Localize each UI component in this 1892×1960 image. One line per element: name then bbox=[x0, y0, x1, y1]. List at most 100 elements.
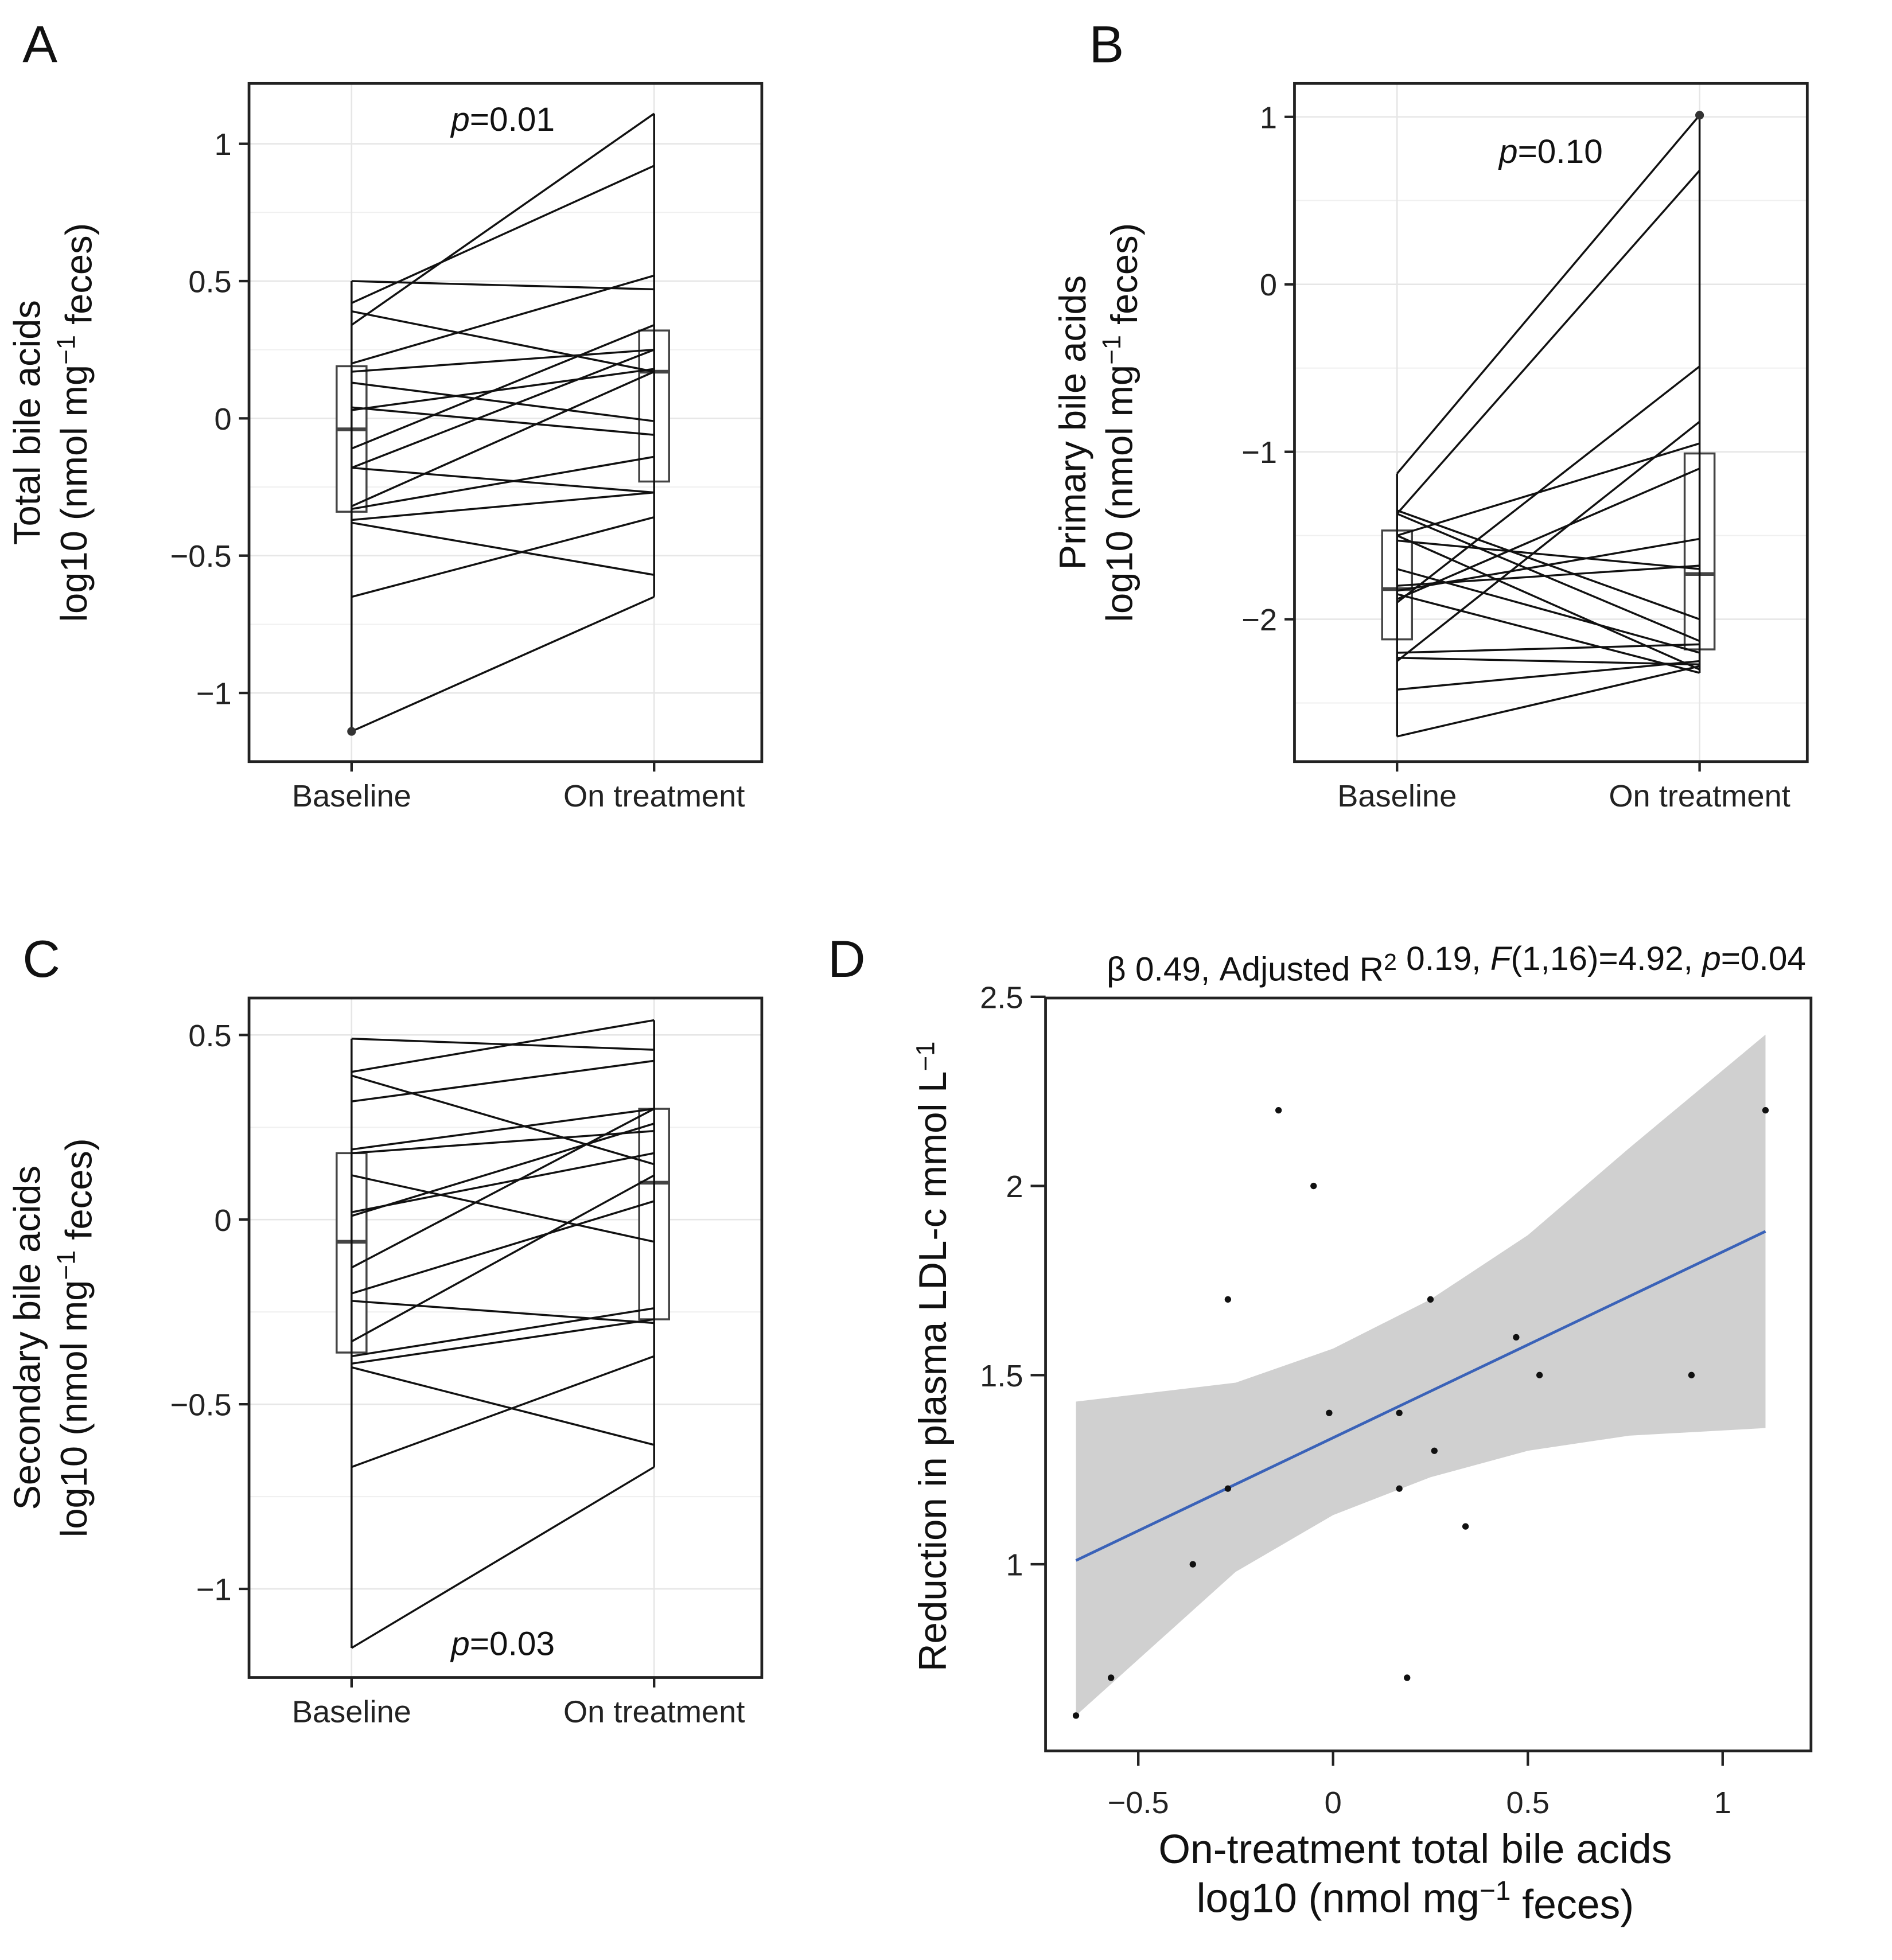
y-axis-label-line2-end: feces) bbox=[58, 223, 100, 335]
subject-paired-line bbox=[351, 1366, 655, 1446]
subject-paired-line bbox=[1396, 665, 1700, 738]
p-value-text: =0.10 bbox=[1518, 133, 1603, 170]
x-tick-label-on-treatment: On treatment bbox=[1609, 779, 1790, 813]
y-tick-label: 0.5 bbox=[188, 1019, 231, 1053]
subject-paired-line bbox=[1396, 420, 1700, 662]
data-point bbox=[1108, 1674, 1115, 1681]
y-tick-label: 1 bbox=[1260, 100, 1277, 135]
x-axis-label-line1: On-treatment total bile acids bbox=[1158, 1826, 1672, 1872]
x-tick-label: 0.5 bbox=[1506, 1786, 1550, 1820]
data-point bbox=[1072, 1712, 1080, 1719]
subject-paired-line bbox=[351, 1074, 655, 1166]
subject-paired-line bbox=[351, 1152, 655, 1214]
y-axis-label-line2-end: feces) bbox=[58, 1138, 100, 1250]
y-tick-label: −1 bbox=[196, 1573, 232, 1607]
confidence-band bbox=[1076, 1034, 1766, 1716]
y-tick-label: 0 bbox=[215, 1203, 232, 1238]
p-value-text: =0.03 bbox=[470, 1625, 555, 1662]
subject-paired-line bbox=[351, 406, 655, 436]
panel-letter-b: B bbox=[1089, 15, 1124, 73]
subject-paired-line bbox=[351, 381, 655, 422]
subject-paired-line bbox=[351, 280, 655, 291]
subject-paired-line bbox=[351, 1318, 655, 1365]
subject-paired-line bbox=[351, 491, 655, 521]
y-axis-label: Secondary bile acids log10 (nmol mg−1 fec… bbox=[6, 1138, 100, 1537]
panel-a-total-bile-acids: −1 −0.5 0 0.5 1 Baseline On treatment p=0.01 Tot… bbox=[6, 81, 764, 813]
subject-paired-line bbox=[351, 1059, 655, 1102]
y-tick-label: −1 bbox=[196, 677, 232, 711]
x-axis-label: On-treatment total bile acids log10 (nmol… bbox=[1158, 1826, 1672, 1928]
p-value-italic-p: p bbox=[1498, 133, 1518, 170]
subject-paired-line bbox=[351, 1038, 655, 1051]
subject-paired-line bbox=[1396, 513, 1700, 642]
subject-paired-line bbox=[351, 310, 655, 373]
y-axis-label: Reduction in plasma LDL-c mmol L−1 bbox=[910, 1042, 955, 1671]
subject-paired-line bbox=[351, 1108, 655, 1151]
y-axis-label-line2: log10 (nmol mg bbox=[1098, 365, 1140, 622]
subject-paired-line bbox=[1396, 593, 1700, 674]
subject-paired-line bbox=[351, 1307, 655, 1358]
subject-paired-line bbox=[351, 1200, 655, 1295]
regression-stats-title: β 0.49, Adjusted R2 0.19, F(1,16)=4.92, … bbox=[1107, 940, 1806, 988]
plot-frame bbox=[247, 996, 764, 1679]
outlier-point bbox=[347, 727, 356, 736]
data-point bbox=[1404, 1674, 1411, 1681]
data-point bbox=[1396, 1409, 1403, 1416]
subject-paired-line bbox=[351, 371, 655, 508]
panel-letter-a: A bbox=[22, 15, 57, 73]
subject-paired-line bbox=[351, 1300, 655, 1324]
title-part: F bbox=[1490, 940, 1513, 977]
panel-d-ldl-regression: −0.5 0 0.5 111.522.5β 0.49, Adjusted R2 0.1… bbox=[910, 940, 1813, 1928]
y-axis-label-line1: Secondary bile acids bbox=[6, 1166, 48, 1510]
y-tick-label: −0.5 bbox=[170, 1388, 232, 1423]
subject-paired-line bbox=[1397, 643, 1700, 654]
panel-letter-d: D bbox=[828, 930, 866, 988]
data-point bbox=[1189, 1561, 1196, 1568]
y-axis-label-superscript: −1 bbox=[910, 1042, 940, 1071]
y-axis-label: Primary bile acids log10 (nmol mg−1 feces… bbox=[1052, 223, 1145, 622]
data-point bbox=[1310, 1182, 1317, 1190]
y-tick-label: 0.5 bbox=[188, 265, 231, 299]
y-axis-label-line1: Total bile acids bbox=[6, 300, 48, 545]
plot-background bbox=[1294, 83, 1808, 762]
p-value-annotation: p=0.10 bbox=[1498, 133, 1603, 170]
subject-paired-line bbox=[1396, 535, 1700, 671]
subject-paired-line bbox=[1396, 442, 1700, 537]
subject-paired-line bbox=[351, 595, 655, 732]
title-part: 0.19, bbox=[1397, 940, 1490, 977]
p-value-text: =0.01 bbox=[470, 101, 555, 138]
plot-frame bbox=[1293, 81, 1809, 763]
title-part: =0.04 bbox=[1721, 940, 1806, 977]
subject-paired-line bbox=[1396, 365, 1700, 603]
plot-background bbox=[249, 997, 762, 1678]
y-axis-label-line2: log10 (nmol mg bbox=[53, 1280, 95, 1538]
subject-paired-line bbox=[351, 1108, 655, 1269]
y-axis-label-line1: Primary bile acids bbox=[1052, 275, 1093, 570]
subject-paired-line bbox=[351, 368, 655, 411]
y-tick-label: −2 bbox=[1241, 603, 1277, 637]
subject-paired-line bbox=[351, 349, 655, 469]
subject-paired-line bbox=[351, 466, 655, 494]
subject-paired-line bbox=[351, 274, 655, 365]
plot-background bbox=[249, 83, 762, 762]
y-tick-label: 2 bbox=[1006, 1170, 1023, 1204]
subject-paired-line bbox=[351, 1174, 655, 1343]
y-axis-label-superscript: −1 bbox=[51, 1250, 80, 1280]
data-point bbox=[1396, 1485, 1403, 1492]
regression-line bbox=[1075, 1230, 1766, 1562]
subject-paired-line bbox=[1396, 170, 1700, 515]
y-axis-label-line2: log10 (nmol mg bbox=[53, 365, 95, 622]
y-axis-label-superscript: −1 bbox=[51, 335, 80, 365]
x-tick-label: 1 bbox=[1714, 1786, 1731, 1820]
data-point bbox=[1326, 1409, 1333, 1416]
y-tick-label: −1 bbox=[1241, 435, 1277, 470]
subject-paired-line bbox=[1397, 539, 1700, 570]
subject-paired-line bbox=[351, 324, 655, 450]
panel-letter-c: C bbox=[22, 930, 60, 988]
subject-paired-line bbox=[351, 348, 655, 373]
data-point bbox=[1536, 1371, 1543, 1378]
subject-paired-line bbox=[1397, 660, 1700, 691]
y-tick-label: 1 bbox=[1006, 1548, 1023, 1583]
